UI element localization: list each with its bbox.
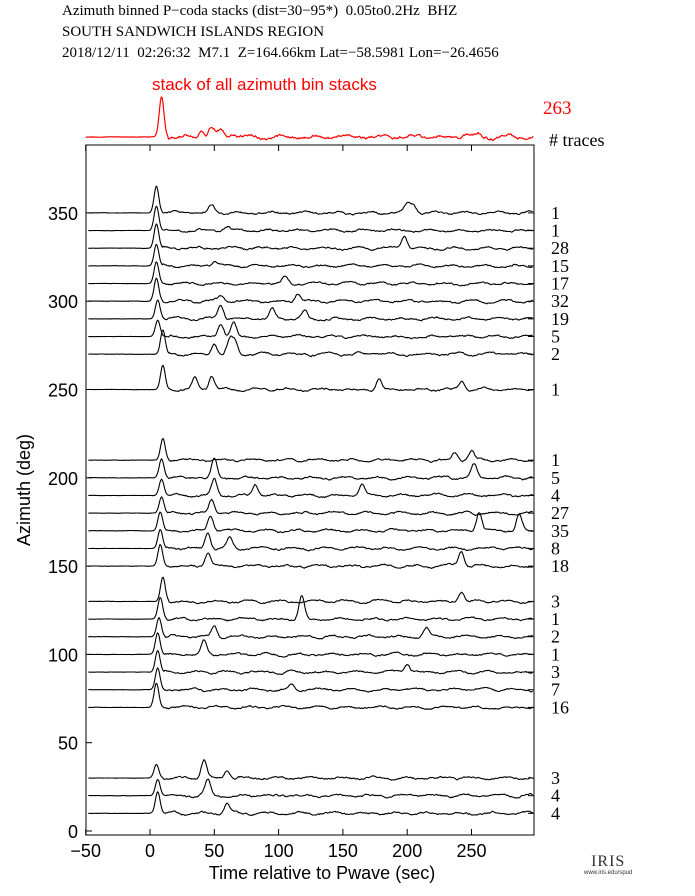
trace-count: 19	[551, 309, 569, 329]
trace-az-330	[88, 223, 533, 251]
trace-count: 1	[551, 203, 560, 223]
x-tick-label: −50	[70, 841, 101, 861]
x-tick-label: 200	[392, 841, 422, 861]
trace-count: 1	[551, 450, 560, 470]
trace-count: 7	[551, 680, 560, 700]
y-tick-label: 350	[48, 204, 78, 224]
stack-trace	[85, 96, 534, 142]
x-tick-label: 150	[328, 841, 358, 861]
trace-az-300	[88, 277, 533, 305]
trace-az-280	[88, 319, 533, 340]
x-tick-label: 0	[145, 841, 155, 861]
trace-count: 2	[551, 627, 560, 647]
trace-count: 27	[551, 503, 569, 523]
trace-az-30	[88, 758, 533, 781]
trace-count: 3	[551, 591, 560, 611]
x-axis-label: Time relative to Pwave (sec)	[209, 863, 435, 883]
trace-az-20	[88, 778, 534, 799]
trace-count: 35	[551, 521, 569, 541]
trace-count: 32	[551, 291, 569, 311]
trace-az-180	[88, 496, 534, 516]
trace-count: 28	[551, 238, 569, 258]
trace-az-120	[88, 595, 533, 622]
x-tick-label: 250	[456, 841, 486, 861]
stack-label: stack of all azimuth bin stacks	[152, 75, 377, 94]
trace-az-170	[88, 511, 533, 534]
trace-az-80	[88, 667, 534, 693]
stack-count: 263	[543, 98, 572, 119]
iris-logo: IRIS www.iris.edu/spud	[584, 853, 633, 877]
trace-count: 1	[551, 221, 560, 241]
x-tick-label: 100	[264, 841, 294, 861]
trace-count: 4	[551, 786, 560, 806]
trace-count: 3	[551, 768, 560, 788]
trace-az-10	[88, 790, 534, 817]
trace-az-100	[88, 631, 533, 658]
trace-az-70	[88, 682, 534, 711]
trace-az-340	[88, 205, 533, 234]
trace-az-190	[88, 477, 533, 499]
trace-az-150	[88, 543, 533, 569]
trace-count: 1	[551, 609, 560, 629]
trace-count: 17	[551, 274, 569, 294]
trace-count: 4	[551, 485, 560, 505]
trace-count: 15	[551, 256, 569, 276]
title-line-2: SOUTH SANDWICH ISLANDS REGION	[62, 24, 325, 40]
y-tick-label: 150	[48, 557, 78, 577]
trace-az-110	[88, 617, 533, 640]
trace-count: 3	[551, 662, 560, 682]
title-line-1: Azimuth binned P−coda stacks (dist=30−95…	[62, 3, 458, 19]
trace-az-350	[88, 185, 533, 216]
trace-count: 16	[551, 697, 569, 717]
trace-az-210	[88, 437, 534, 463]
x-tick-label: 50	[204, 841, 224, 861]
y-tick-label: 250	[48, 381, 78, 401]
trace-az-290	[88, 299, 533, 322]
y-tick-label: 50	[58, 734, 78, 754]
trace-count: 5	[551, 468, 560, 488]
trace-az-270	[88, 329, 533, 358]
iris-logo-text: IRIS	[591, 853, 626, 870]
iris-url: www.iris.edu/spud	[584, 870, 633, 876]
trace-count: 4	[551, 803, 560, 823]
y-tick-label: 200	[48, 469, 78, 489]
y-axis-label: Azimuth (deg)	[14, 434, 34, 546]
trace-az-130	[88, 576, 533, 605]
trace-count: 5	[551, 327, 560, 347]
title-line-3: 2018/12/11 02:26:32 M7.1 Z=164.66km Lat=…	[62, 45, 499, 61]
y-tick-label: 0	[68, 822, 78, 842]
y-tick-label: 300	[48, 292, 78, 312]
trace-az-90	[88, 649, 533, 675]
trace-az-160	[88, 528, 533, 552]
plot-frame	[85, 144, 535, 836]
trace-count: 18	[551, 556, 569, 576]
trace-az-200	[88, 457, 533, 481]
trace-az-320	[88, 243, 533, 269]
trace-count: 8	[551, 538, 560, 558]
trace-count: 1	[551, 644, 560, 664]
count-header: # traces	[549, 130, 604, 150]
trace-az-310	[88, 261, 533, 287]
trace-count: 2	[551, 344, 560, 364]
y-tick-label: 100	[48, 645, 78, 665]
trace-az-250	[88, 364, 533, 393]
trace-count: 1	[551, 380, 560, 400]
